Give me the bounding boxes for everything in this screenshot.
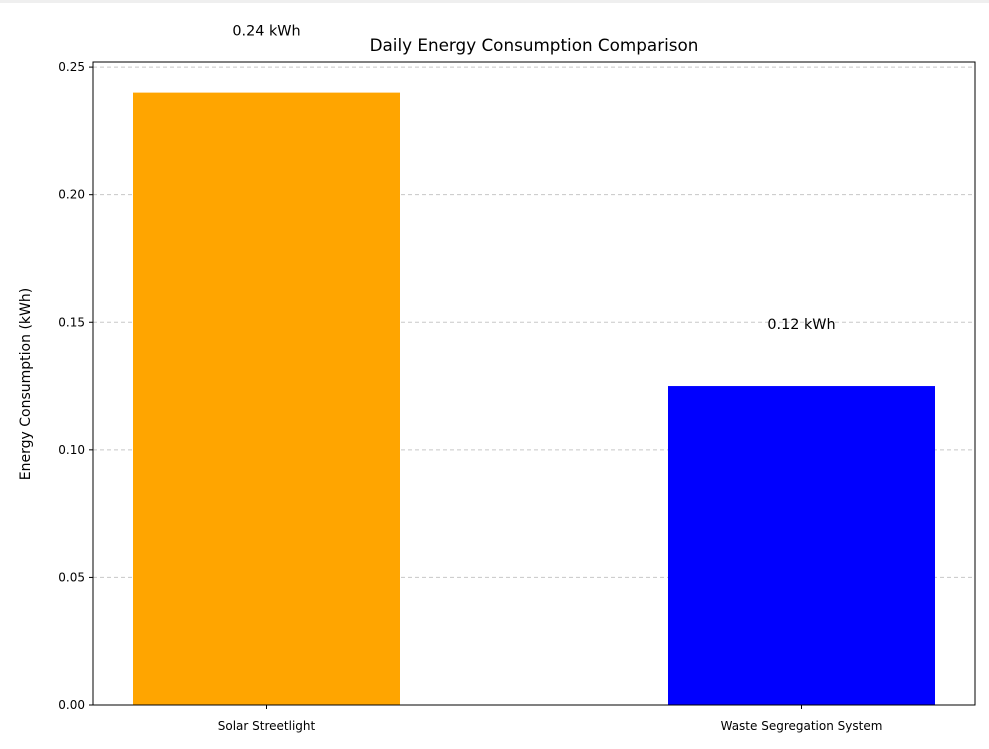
chart-title: Daily Energy Consumption Comparison	[370, 35, 699, 55]
bars	[133, 92, 935, 706]
y-axis-ticks: 0.00 0.05 0.10 0.15 0.20 0.25	[58, 60, 93, 712]
x-axis-ticks: Solar Streetlight Waste Segregation Syste…	[218, 705, 883, 733]
y-axis-title: Energy Consumption (kWh)	[18, 288, 34, 480]
data-label: 0.24 kWh	[232, 24, 300, 40]
x-tick-label: Solar Streetlight	[218, 719, 316, 733]
bar	[668, 386, 935, 705]
y-tick-label: 0.15	[58, 315, 85, 329]
data-label: 0.12 kWh	[767, 317, 835, 333]
y-tick-label: 0.25	[58, 60, 85, 74]
data-labels: 0.24 kWh 0.12 kWh	[232, 24, 835, 333]
y-tick-label: 0.10	[58, 443, 85, 457]
y-tick-label: 0.00	[58, 698, 85, 712]
x-tick-label: Waste Segregation System	[721, 719, 883, 733]
bar	[133, 92, 400, 706]
plot-frame	[92, 61, 976, 706]
y-tick-label: 0.05	[58, 570, 85, 584]
y-tick-label: 0.20	[58, 188, 85, 202]
top-border	[0, 0, 989, 3]
